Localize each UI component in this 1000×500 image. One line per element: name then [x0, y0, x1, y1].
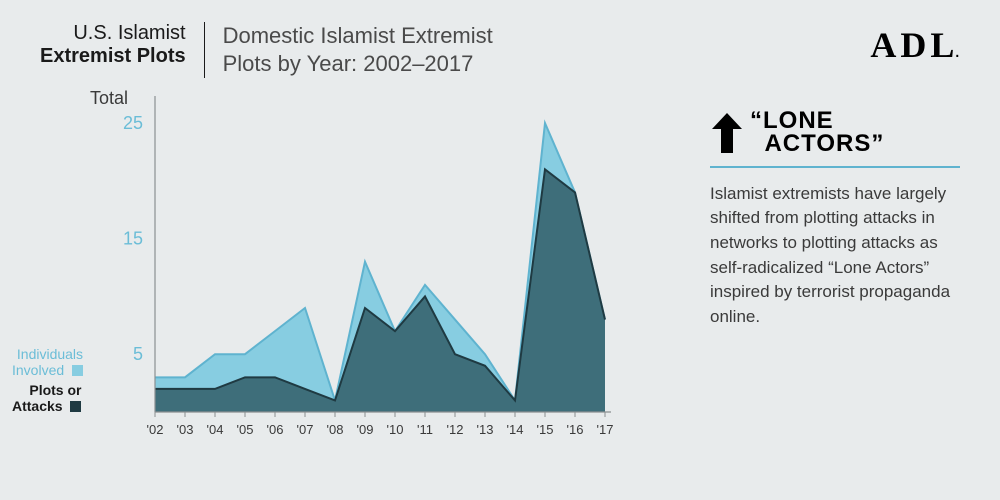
- y-tick: 5: [133, 344, 143, 364]
- legend-plots-swatch: [70, 401, 81, 412]
- sidebar-rule: [710, 166, 960, 168]
- header-category-l2: Extremist Plots: [40, 45, 186, 68]
- header-title-l1: Domestic Islamist Extremist: [223, 22, 493, 50]
- x-tick-label: '04: [207, 422, 224, 437]
- chart-total-label: Total: [90, 88, 128, 109]
- adl-logo: ADL .: [870, 24, 960, 66]
- arrow-up-icon: [710, 111, 744, 155]
- chart-svg: 5 15 25 '02 '03 '04 '05 '06 '07 '08 '09 '10 '11 '12 '1…: [70, 92, 630, 462]
- sidebar: “LONE ACTORS” Islamist extremists have l…: [710, 110, 960, 329]
- x-tick-label: '07: [297, 422, 314, 437]
- legend-individuals-l2: Involved: [12, 362, 64, 378]
- x-tick-label: '10: [387, 422, 404, 437]
- x-tick-label: '17: [597, 422, 614, 437]
- x-tick-label: '09: [357, 422, 374, 437]
- x-tick-label: '11: [417, 422, 433, 437]
- y-tick: 25: [123, 113, 143, 133]
- x-tick-label: '08: [327, 422, 344, 437]
- header-title-l2: Plots by Year: 2002–2017: [223, 50, 493, 78]
- x-tick-label: '05: [237, 422, 254, 437]
- legend-individuals: Individuals Involved: [12, 347, 83, 378]
- legend-plots-l2: Attacks: [12, 398, 63, 414]
- legend-plots-l1: Plots or: [29, 382, 81, 398]
- x-tick-label: '06: [267, 422, 284, 437]
- x-tick-label: '03: [177, 422, 194, 437]
- sidebar-headline-l2: ACTORS”: [750, 130, 884, 157]
- header-category-l1: U.S. Islamist: [40, 22, 186, 45]
- header: U.S. Islamist Extremist Plots Domestic I…: [40, 22, 493, 78]
- legend-individuals-swatch: [72, 365, 83, 376]
- sidebar-headline-text: “LONE ACTORS”: [750, 110, 884, 156]
- logo-dot-icon: .: [954, 40, 960, 63]
- legend-plots: Plots or Attacks: [12, 383, 81, 414]
- y-tick: 15: [123, 229, 143, 249]
- x-tick-label: '12: [447, 422, 464, 437]
- x-tick-label: '14: [507, 422, 524, 437]
- x-tick-label: '02: [147, 422, 164, 437]
- x-tick-label: '13: [477, 422, 494, 437]
- sidebar-body: Islamist extremists have largely shifted…: [710, 182, 960, 330]
- chart: Total Individuals Involved Plots or Atta…: [70, 92, 630, 462]
- header-category: U.S. Islamist Extremist Plots: [40, 22, 204, 68]
- x-tick-label: '16: [567, 422, 584, 437]
- sidebar-headline: “LONE ACTORS”: [710, 110, 960, 156]
- legend-individuals-l1: Individuals: [17, 346, 83, 362]
- logo-text: ADL: [870, 24, 958, 66]
- x-tick-label: '15: [537, 422, 554, 437]
- header-title: Domestic Islamist Extremist Plots by Yea…: [205, 22, 493, 77]
